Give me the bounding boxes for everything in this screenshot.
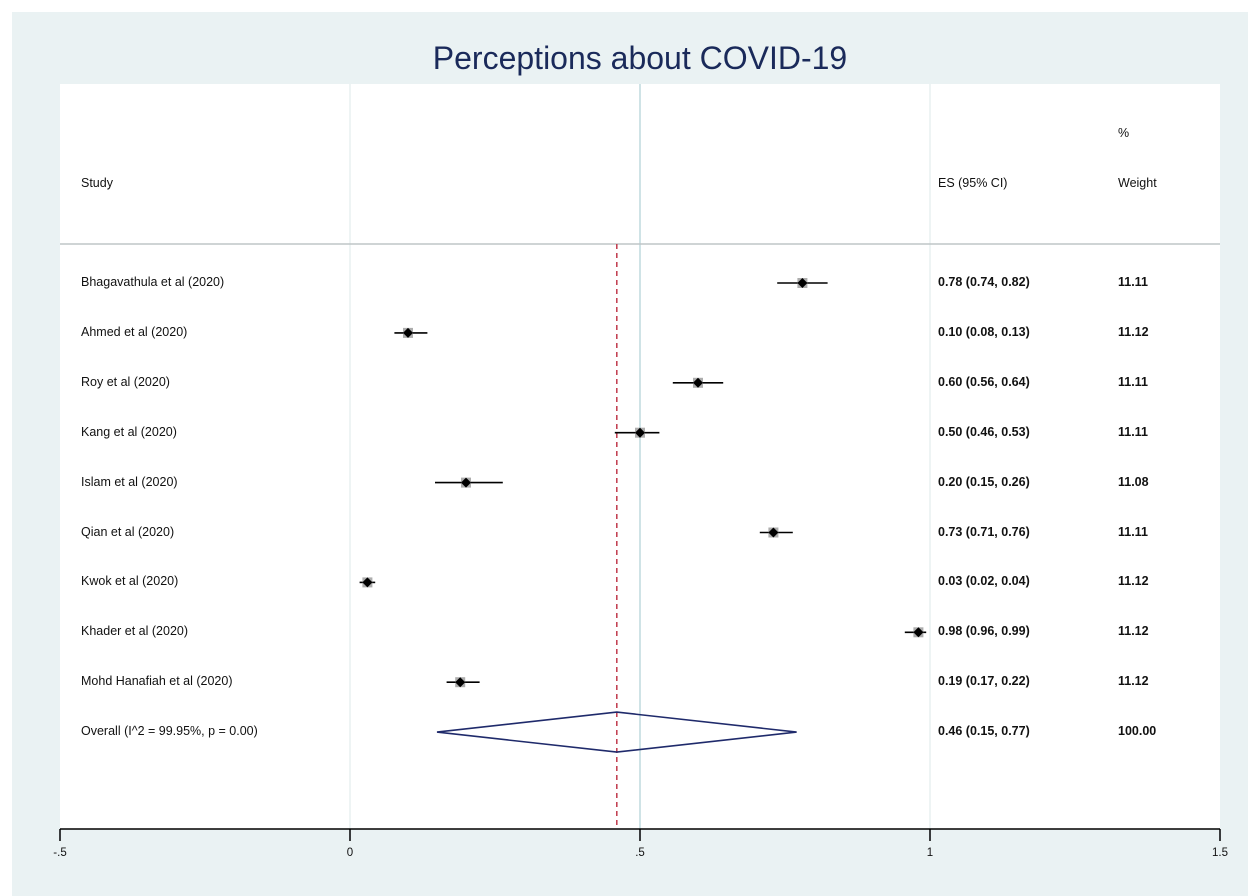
point-estimate	[768, 527, 779, 538]
x-tick-label: .5	[635, 847, 645, 859]
weight-label: 11.12	[1118, 324, 1149, 339]
point-estimate	[403, 327, 413, 338]
overall-diamond	[436, 711, 797, 753]
study-label: Ahmed et al (2020)	[81, 324, 188, 339]
overall-label: Overall (I^2 = 99.95%, p = 0.00)	[81, 724, 258, 739]
x-tick-label: 0	[346, 847, 354, 859]
weight-label: 11.08	[1118, 474, 1149, 489]
effect-size-label: 0.73 (0.71, 0.76)	[938, 524, 1030, 539]
x-tick-label: 1	[926, 847, 934, 859]
weight-label: 11.12	[1118, 624, 1149, 639]
weight-label: 11.11	[1118, 424, 1148, 439]
point-estimate	[362, 577, 373, 588]
header-es: ES (95% CI)	[938, 176, 1008, 190]
study-label: Mohd Hanafiah et al (2020)	[81, 674, 233, 689]
effect-size-label: 0.03 (0.02, 0.04)	[938, 574, 1030, 589]
header-weight: Weight	[1118, 176, 1157, 190]
study-label: Kang et al (2020)	[81, 424, 177, 439]
x-tick-label: -.5	[53, 847, 67, 859]
effect-size-label: 0.10 (0.08, 0.13)	[938, 324, 1030, 339]
header-weight-percent: %	[1118, 126, 1130, 140]
header-study: Study	[81, 176, 113, 190]
point-estimate	[913, 627, 924, 638]
point-estimate	[797, 278, 808, 288]
study-label: Bhagavathula et al (2020)	[81, 275, 225, 289]
effect-size-label: 0.19 (0.17, 0.22)	[938, 674, 1030, 689]
study-label: Khader et al (2020)	[81, 624, 189, 639]
weight-label: 11.12	[1118, 674, 1149, 689]
point-estimate	[693, 377, 703, 388]
weight-label: 11.11	[1118, 275, 1148, 289]
weight-label: 11.11	[1118, 524, 1148, 539]
study-label: Kwok et al (2020)	[81, 574, 179, 589]
effect-size-label: 0.78 (0.74, 0.82)	[938, 275, 1030, 289]
study-label: Qian et al (2020)	[81, 524, 175, 539]
point-estimate	[635, 427, 645, 438]
overall-weight: 100.00	[1118, 724, 1157, 739]
effect-size-label: 0.50 (0.46, 0.53)	[938, 424, 1030, 439]
effect-size-label: 0.20 (0.15, 0.26)	[938, 474, 1030, 489]
study-label: Roy et al (2020)	[81, 374, 170, 389]
point-estimate	[455, 677, 466, 688]
x-tick-label: 1.5	[1212, 847, 1228, 859]
chart-title: Perceptions about COVID-19	[432, 40, 848, 76]
effect-size-label: 0.60 (0.56, 0.64)	[938, 374, 1030, 389]
study-label: Islam et al (2020)	[81, 474, 178, 489]
overall-effect-size: 0.46 (0.15, 0.77)	[938, 724, 1030, 739]
point-estimate	[461, 477, 471, 488]
weight-label: 11.12	[1118, 574, 1149, 589]
effect-size-label: 0.98 (0.96, 0.99)	[938, 624, 1030, 639]
weight-label: 11.11	[1118, 374, 1148, 389]
